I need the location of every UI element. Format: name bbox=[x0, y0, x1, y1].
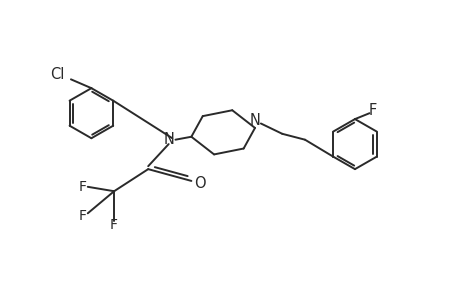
Text: F: F bbox=[78, 209, 86, 223]
Text: Cl: Cl bbox=[50, 68, 64, 82]
Text: F: F bbox=[110, 218, 118, 232]
Text: N: N bbox=[249, 113, 260, 128]
Text: O: O bbox=[193, 176, 205, 191]
Text: N: N bbox=[163, 132, 174, 147]
Text: F: F bbox=[368, 103, 376, 118]
Text: F: F bbox=[78, 180, 86, 194]
